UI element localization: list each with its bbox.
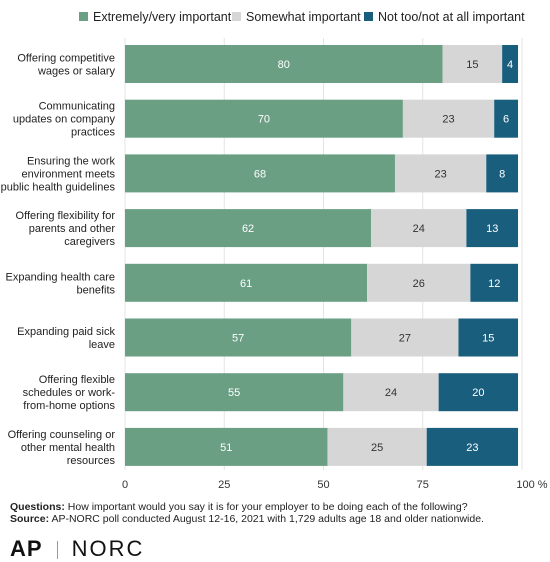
data-label: 27 [399,333,411,345]
data-label: 51 [220,442,232,454]
category-label: Offering flexible [39,374,115,386]
norc-logo: NORC [71,536,145,561]
bar-segment [327,427,427,466]
bar-segment [125,263,368,302]
category-label: schedules or work- [23,387,116,399]
data-label: 62 [242,223,254,235]
category-label: public health guidelines [1,181,116,193]
footer-questions: Questions: How important would you say i… [10,501,468,514]
x-tick-label: 75 [417,479,429,491]
data-label: 25 [371,442,383,454]
data-label: 70 [258,114,270,126]
legend-swatch [79,12,88,21]
legend-label: Not too/not at all important [378,10,525,24]
bar-segment [394,154,487,193]
category-label: Offering flexibility for [16,210,116,222]
bar-segment [343,373,439,412]
bar-segment [125,318,352,357]
category-label: Offering competitive [17,53,115,65]
bar-segment [438,373,519,412]
bar-segment [402,99,495,138]
data-label: 55 [228,387,240,399]
bar-segment [367,263,471,302]
category-label: Communicating [39,101,115,113]
data-label: 6 [503,114,509,126]
bar-segment [125,99,403,138]
legend-label: Somewhat important [246,10,361,24]
category-label: parents and other [29,223,116,235]
data-label: 15 [466,59,478,71]
data-label: 68 [254,168,266,180]
category-label: Expanding health care [6,271,115,283]
x-tick-label: 100 % [516,479,547,491]
category-label: resources [67,455,116,467]
category-label: environment meets [21,168,115,180]
category-label: Ensuring the work [27,155,116,167]
bar-segment [125,154,395,193]
data-label: 4 [507,59,513,71]
bar-segment [458,318,519,357]
logos: AP NORC [10,536,144,561]
questions-text: How important would you say it is for yo… [67,501,468,513]
category-label: leave [89,339,115,351]
logo-divider [56,541,58,560]
data-label: 24 [413,223,425,235]
category-label: Offering counseling or [8,429,116,441]
legend-swatch [364,12,373,21]
legend-label: Extremely/very important [93,10,232,24]
category-label: from-home options [23,400,115,412]
data-label: 23 [442,114,454,126]
category-label: updates on company [13,114,116,126]
bar-segment [125,209,372,248]
legend-item-somewhat: Somewhat important [232,9,361,25]
legend: Extremely/very important Somewhat import… [0,9,550,25]
stacked-bar-chart: 80 15 4 70 23 6 68 23 8 62 24 13 61 26 12 57 27 15 55 24 20 5… [1,38,548,491]
bar-segment [486,154,519,193]
data-label: 8 [499,168,505,180]
bar-segment [125,427,328,466]
category-label: other mental health [21,442,115,454]
data-label: 13 [486,223,498,235]
source-label: Source: [10,513,50,525]
footer-source: Source: AP-NORC poll conducted August 12… [10,513,484,526]
data-label: 20 [472,387,484,399]
legend-item-extremely-very: Extremely/very important [79,9,231,25]
legend-item-not-too: Not too/not at all important [364,9,525,25]
bar-segment [426,427,519,466]
data-label: 23 [466,442,478,454]
data-label: 23 [434,168,446,180]
data-label: 15 [482,333,494,345]
data-label: 24 [385,387,397,399]
data-label: 26 [413,278,425,290]
category-label: benefits [76,284,115,296]
data-label: 12 [488,278,500,290]
data-label: 61 [240,278,252,290]
bar-segment [470,263,519,302]
x-tick-label: 50 [317,479,329,491]
category-label: Expanding paid sick [17,326,115,338]
questions-label: Questions: [10,501,65,513]
category-label: practices [71,127,116,139]
data-label: 80 [278,59,290,71]
bar-segment [125,373,344,412]
bar-segment [351,318,459,357]
bar-segment [502,45,519,83]
bar-segment [494,99,519,138]
x-tick-label: 0 [122,479,128,491]
bar-segment [466,209,519,248]
bar-segment [371,209,467,248]
legend-swatch [232,12,241,21]
ap-logo: AP [10,536,43,561]
category-label: wages or salary [37,66,116,78]
bar-segment [442,45,503,83]
bar-segment [125,45,443,83]
source-text: AP-NORC poll conducted August 12-16, 202… [51,513,484,525]
x-tick-label: 25 [218,479,230,491]
category-label: caregivers [64,236,115,248]
data-label: 57 [232,333,244,345]
